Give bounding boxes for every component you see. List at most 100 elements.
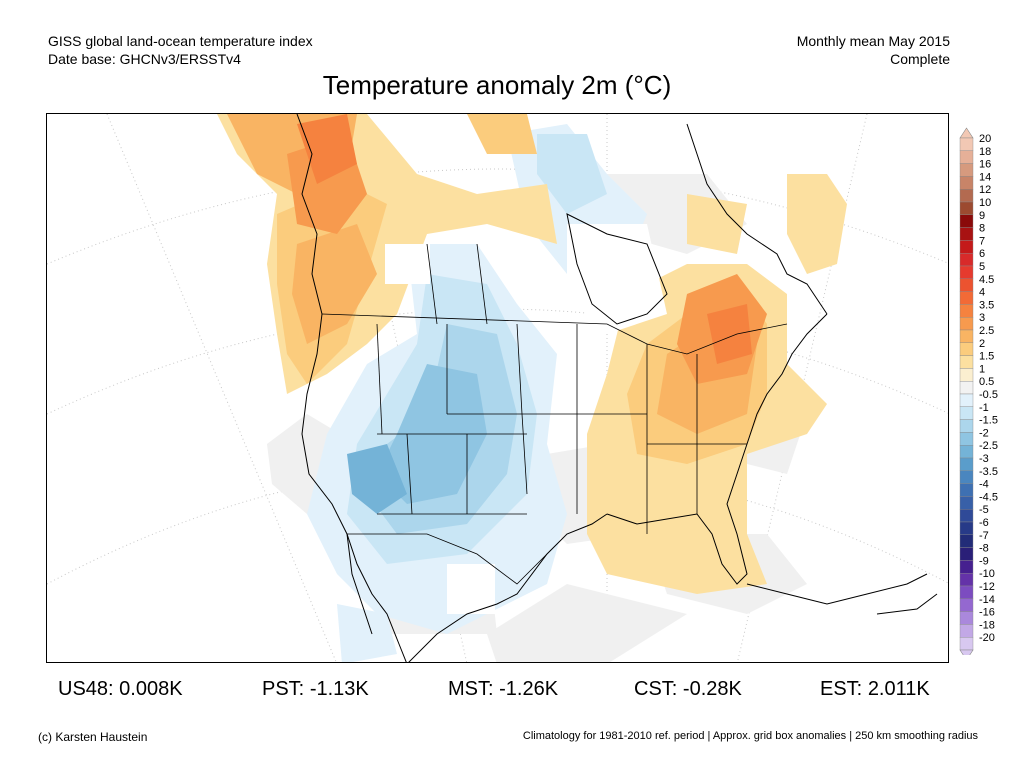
colorbar-tick-label: -2 (979, 427, 989, 439)
colorbar-swatch (959, 240, 974, 254)
colorbar-swatch (959, 316, 974, 331)
colorbar-swatch (959, 355, 974, 369)
colorbar-tick-label: -2.5 (979, 440, 998, 452)
colorbar-tick-label: 18 (979, 146, 991, 158)
colorbar-swatch (959, 432, 974, 446)
map-title: Temperature anomaly 2m (°C) (322, 70, 672, 100)
colorbar-swatch (959, 509, 974, 523)
colorbar-swatch (959, 457, 974, 472)
header-right: Monthly mean May 2015 Complete (797, 32, 950, 68)
colorbar-swatch (959, 406, 974, 420)
colorbar-swatch (959, 598, 974, 612)
colorbar-tick-label: -18 (979, 619, 995, 631)
colorbar-tick-label: 4 (979, 287, 985, 299)
copyright-text: (c) Karsten Haustein (38, 730, 148, 744)
index-title-text: GISS global land-ocean temperature index (48, 33, 313, 49)
colorbar-swatch (959, 521, 974, 536)
colorbar-tick-label: 7 (979, 235, 985, 247)
colorbar-swatch (959, 227, 974, 241)
stat-pst: PST: -1.13K (262, 678, 369, 700)
colorbar-tick-label: -8 (979, 543, 989, 555)
colorbar-arrow-up (959, 127, 974, 139)
colorbar-tick-label: -4 (979, 479, 989, 491)
colorbar-tick-label: -10 (979, 568, 995, 580)
stat-cst: CST: -0.28K (634, 678, 742, 700)
header-left: GISS global land-ocean temperature index… (48, 32, 313, 68)
colorbar-swatch (959, 201, 974, 216)
colorbar-swatch (959, 611, 974, 625)
stat-us48: US48: 0.008K (58, 678, 183, 700)
colorbar-tick-label: -0.5 (979, 389, 998, 401)
colorbar-tick-label: 4.5 (979, 274, 994, 286)
colorbar-swatch (959, 329, 974, 344)
colorbar-tick-label: -12 (979, 581, 995, 593)
colorbar-tick-label: 16 (979, 159, 991, 171)
colorbar-swatch (959, 176, 974, 190)
colorbar-tick-label: -14 (979, 594, 995, 606)
colorbar-swatch (959, 637, 974, 651)
colorbar-swatch (959, 534, 974, 548)
colorbar-tick-label: -1.5 (979, 415, 998, 427)
colorbar-swatch (959, 624, 974, 638)
colorbar-tick-label: -1 (979, 402, 989, 414)
stat-est: EST: 2.011K (820, 678, 930, 700)
colorbar-swatch (959, 368, 974, 382)
graticule (47, 114, 948, 662)
colorbar-swatch (959, 393, 974, 408)
colorbar-tick-label: 1.5 (979, 351, 994, 363)
stat-mst: MST: -1.26K (448, 678, 559, 700)
completeness-text: Complete (890, 51, 950, 67)
colorbar-swatch (959, 304, 974, 318)
colorbar-swatch (959, 291, 974, 305)
colorbar-tick-label: 6 (979, 248, 985, 260)
colorbar-tick-label: 3.5 (979, 299, 994, 311)
colorbar-swatch (959, 278, 974, 292)
colorbar-swatch (959, 214, 974, 228)
no-data-areas (385, 224, 667, 614)
colorbar-tick-label: -20 (979, 632, 995, 644)
colorbar-tick-label: -7 (979, 530, 989, 542)
colorbar-tick-label: 3 (979, 312, 985, 324)
colorbar-swatch (959, 381, 974, 395)
colorbar-tick-label: 2 (979, 338, 985, 350)
colorbar-swatch (959, 445, 974, 459)
colorbar-swatch (959, 188, 974, 203)
political-borders (321, 243, 788, 585)
regional-stats: US48: 0.008K PST: -1.13K MST: -1.26K CST… (0, 678, 1024, 706)
colorbar-tick-label: 5 (979, 261, 985, 273)
colorbar-swatch (959, 483, 974, 497)
colorbar-tick-label: -3.5 (979, 466, 998, 478)
colorbar-tick-label: 9 (979, 210, 985, 222)
colorbar-arrow-down (959, 649, 974, 655)
coastlines (296, 114, 938, 662)
colorbar-swatch (959, 470, 974, 484)
colorbar-swatch (959, 585, 974, 600)
period-text: Monthly mean May 2015 (796, 33, 950, 49)
colorbar-swatch (959, 573, 974, 587)
colorbar-tick-label: 0.5 (979, 376, 994, 388)
colorbar-swatch (959, 137, 974, 152)
colorbar-tick-label: -4.5 (979, 491, 998, 503)
database-text: Date base: GHCNv3/ERSSTv4 (48, 51, 241, 67)
colorbar-swatch (959, 547, 974, 561)
colorbar-tick-label: -3 (979, 453, 989, 465)
anomaly-map (47, 114, 948, 662)
climatology-note: Climatology for 1981-2010 ref. period | … (522, 730, 978, 742)
colorbar-tick-label: -9 (979, 555, 989, 567)
colorbar: 201816141210987654.543.532.521.510.5-0.5… (959, 127, 998, 655)
colorbar-swatch (959, 150, 974, 164)
colorbar-tick-label: 10 (979, 197, 991, 209)
colorbar-swatch (959, 560, 974, 574)
colorbar-tick-label: 20 (979, 133, 991, 145)
colorbar-tick-label: 8 (979, 223, 985, 235)
map-frame (46, 113, 949, 663)
colorbar-tick-label: 12 (979, 184, 991, 196)
colorbar-swatch (959, 265, 974, 280)
colorbar-tick-label: 1 (979, 363, 985, 375)
colorbar-swatch (959, 252, 974, 267)
colorbar-swatch (959, 496, 974, 510)
colorbar-tick-label: -16 (979, 607, 995, 619)
colorbar-tick-label: 2.5 (979, 325, 994, 337)
colorbar-tick-label: 14 (979, 171, 991, 183)
colorbar-swatch (959, 163, 974, 177)
